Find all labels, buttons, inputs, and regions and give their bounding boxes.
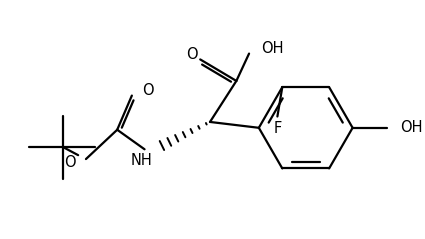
Text: F: F [273, 121, 281, 136]
Text: OH: OH [400, 120, 423, 135]
Text: O: O [142, 83, 153, 98]
Text: NH: NH [130, 153, 153, 168]
Text: OH: OH [261, 41, 283, 56]
Text: O: O [65, 155, 76, 170]
Text: O: O [187, 47, 198, 62]
